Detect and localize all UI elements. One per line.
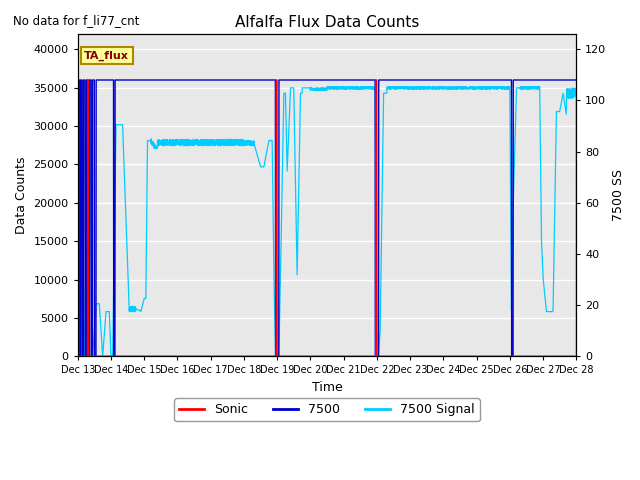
- Text: No data for f_li77_cnt: No data for f_li77_cnt: [13, 14, 139, 27]
- Text: TA_flux: TA_flux: [84, 51, 129, 61]
- Y-axis label: 7500 SS: 7500 SS: [612, 169, 625, 221]
- Legend: Sonic, 7500, 7500 Signal: Sonic, 7500, 7500 Signal: [174, 398, 480, 421]
- X-axis label: Time: Time: [312, 381, 342, 394]
- Y-axis label: Data Counts: Data Counts: [15, 156, 28, 234]
- Title: Alfalfa Flux Data Counts: Alfalfa Flux Data Counts: [235, 15, 419, 30]
